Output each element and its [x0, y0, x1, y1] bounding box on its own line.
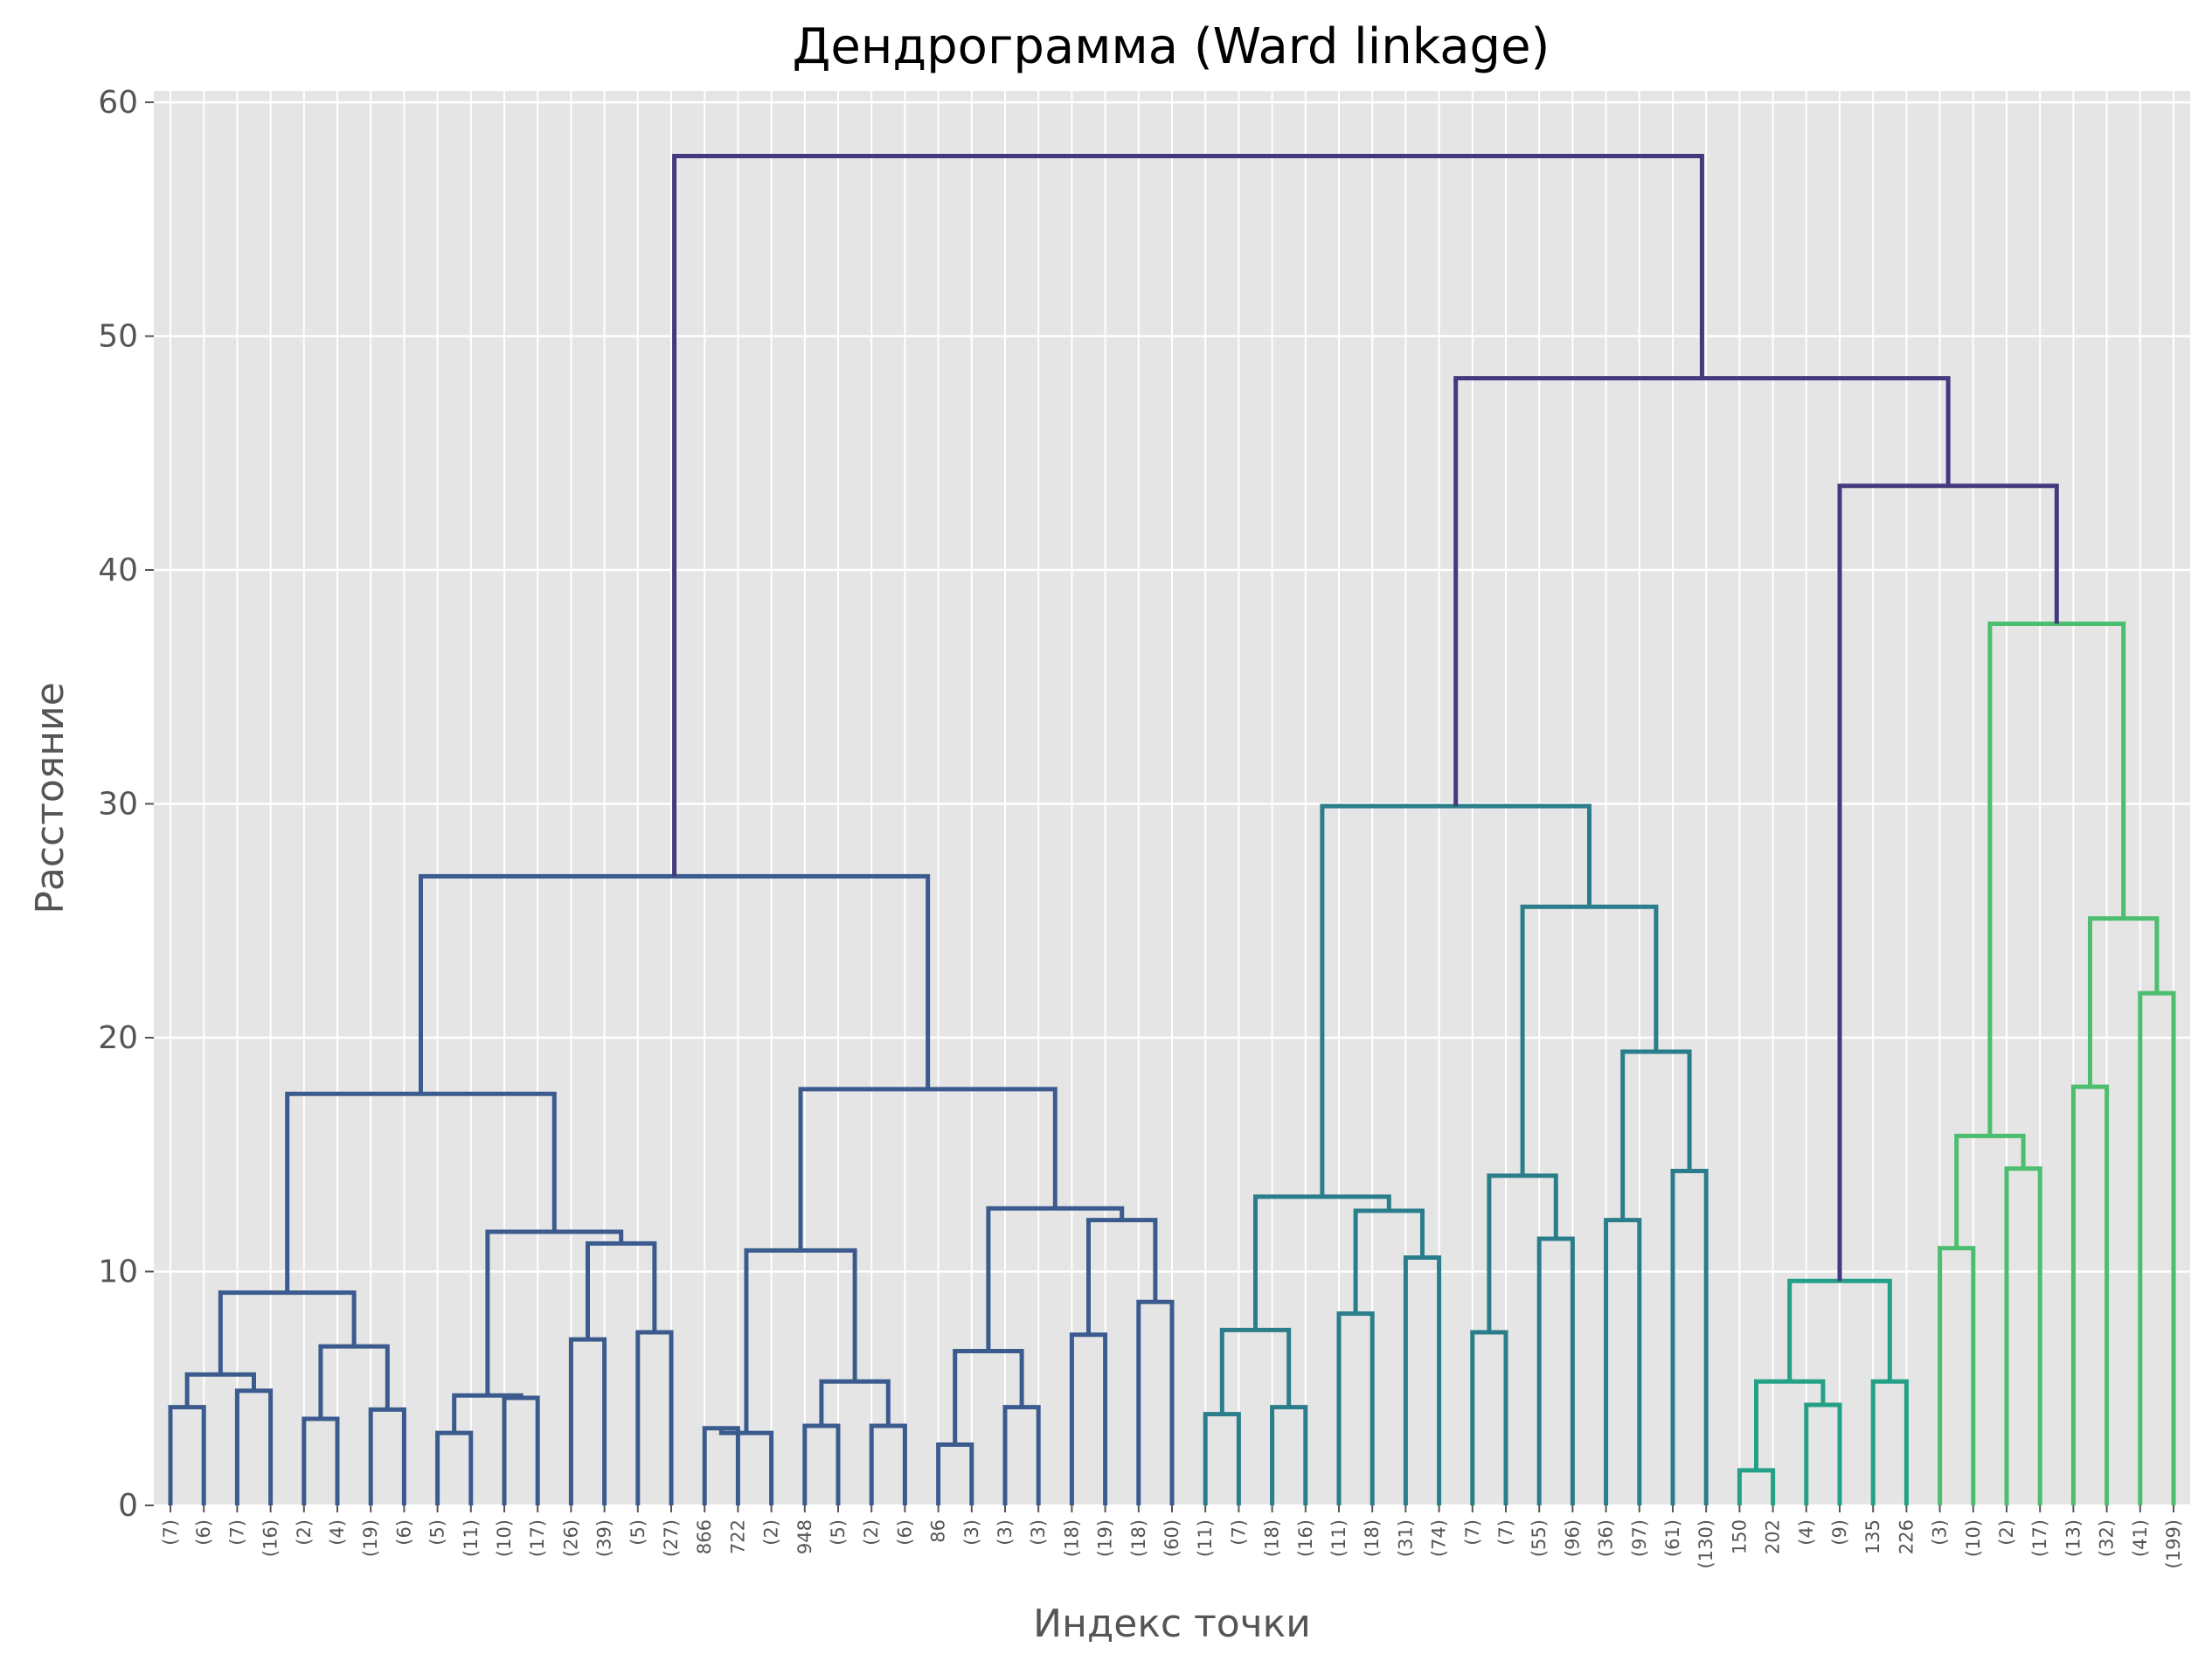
dendrogram-link: [1203, 1412, 1241, 1505]
x-tick-label: (61): [1662, 1519, 1683, 1557]
x-tick-label: (17): [527, 1519, 548, 1557]
x-tick-label: (17): [2029, 1519, 2050, 1557]
x-tick-label: (2): [761, 1519, 782, 1546]
x-tick-label: 150: [1729, 1519, 1750, 1554]
y-tick-label: 20: [98, 1020, 138, 1056]
x-tick-label: 948: [794, 1519, 815, 1554]
x-tick-label: (16): [260, 1519, 281, 1557]
x-tick-label: (3): [1930, 1519, 1951, 1546]
x-tick-label: (36): [1596, 1519, 1617, 1557]
dendrogram-link: [452, 1393, 524, 1434]
x-tick-label: (6): [393, 1519, 414, 1546]
x-tick-label: (13): [2063, 1519, 2084, 1557]
x-tick-label: (74): [1429, 1519, 1450, 1557]
x-tick-label: (7): [226, 1519, 247, 1546]
x-tick-label: (130): [1695, 1519, 1716, 1568]
dendrogram-links: [168, 154, 2176, 1505]
dendrogram-link: [2138, 990, 2176, 1505]
x-tick-label: (18): [1362, 1519, 1383, 1557]
x-tick-label: (6): [193, 1519, 214, 1546]
x-axis-label: Индекс точки: [1033, 1602, 1311, 1646]
x-tick-label: 722: [727, 1519, 748, 1554]
y-tick-label: 10: [98, 1254, 138, 1290]
x-tick-label: (97): [1629, 1519, 1650, 1557]
dendrogram-link: [302, 1416, 340, 1505]
dendrogram-link: [1219, 1327, 1292, 1414]
x-tick-label: (5): [828, 1519, 849, 1546]
x-tick-label: 86: [928, 1519, 949, 1543]
dendrogram-link: [1737, 1468, 1776, 1505]
x-tick-label: 866: [694, 1519, 715, 1554]
x-tick-label: (11): [461, 1519, 482, 1557]
y-tick-label: 40: [98, 553, 138, 588]
x-tick-label: (31): [1395, 1519, 1416, 1557]
x-tick-label: (10): [1963, 1519, 1984, 1557]
x-tick-label: (2): [1996, 1519, 2017, 1546]
chart-title: Дендрограмма (Ward linkage): [793, 18, 1550, 75]
x-tick-label: (199): [2163, 1519, 2184, 1568]
x-axis-ticks: (7) (6) (7) (16) (2) (4) (19) (6) (5) (11) (10) (17…: [160, 1505, 2184, 1568]
y-tick-label: 50: [98, 319, 138, 355]
dendrogram-link: [234, 1388, 274, 1505]
x-tick-label: (18): [1061, 1519, 1082, 1557]
chart-title-layer: Дендрограмма (Ward linkage): [793, 18, 1550, 75]
x-tick-label: (10): [494, 1519, 515, 1557]
dendrogram-link: [744, 1248, 857, 1434]
x-tick-label: (11): [1328, 1519, 1349, 1557]
x-tick-label: (7): [160, 1519, 181, 1546]
x-tick-label: (3): [961, 1519, 982, 1546]
dendrogram-link: [672, 154, 1704, 877]
x-tick-label: 202: [1763, 1519, 1784, 1554]
x-tick-label: (19): [360, 1519, 381, 1557]
x-tick-label: (41): [2130, 1519, 2151, 1557]
x-tick-label: (7): [1462, 1519, 1483, 1546]
x-tick-label: (55): [1529, 1519, 1550, 1557]
x-tick-label: (7): [1228, 1519, 1249, 1546]
x-tick-label: (39): [594, 1519, 615, 1557]
x-tick-label: (3): [995, 1519, 1016, 1546]
x-tick-label: (27): [661, 1519, 682, 1557]
x-tick-label: (6): [894, 1519, 915, 1546]
x-tick-label: (26): [560, 1519, 581, 1557]
dendrogram-link: [1136, 1299, 1175, 1505]
x-tick-label: (2): [294, 1519, 315, 1546]
x-tick-label: (60): [1161, 1519, 1182, 1557]
x-tick-label: (7): [1495, 1519, 1516, 1546]
x-tick-label: (96): [1562, 1519, 1583, 1557]
x-tick-label: (5): [427, 1519, 448, 1546]
x-tick-label: (4): [327, 1519, 348, 1546]
y-axis-ticks: 0 10 20 30 40 50 60: [98, 85, 154, 1524]
x-tick-label: (4): [1796, 1519, 1817, 1546]
dendrogram-link: [702, 1426, 740, 1505]
x-tick-label: (16): [1295, 1519, 1316, 1557]
dendrogram-link: [2070, 1084, 2110, 1505]
dendrogram-link: [485, 1229, 624, 1396]
x-tick-label: (19): [1095, 1519, 1116, 1557]
grid-layer: [154, 91, 2190, 1507]
y-tick-label: 30: [98, 787, 138, 823]
x-tick-label: (32): [2097, 1519, 2118, 1557]
x-tick-label: 226: [1896, 1519, 1917, 1554]
y-tick-label: 60: [98, 85, 138, 121]
x-tick-label: (5): [628, 1519, 648, 1546]
y-tick-label: 0: [118, 1488, 138, 1524]
dendrogram-link: [986, 1206, 1125, 1352]
x-tick-label: (18): [1262, 1519, 1283, 1557]
x-tick-label: (3): [1028, 1519, 1049, 1546]
x-tick-label: (11): [1195, 1519, 1216, 1557]
x-tick-label: (9): [1829, 1519, 1850, 1546]
x-tick-label: (2): [861, 1519, 882, 1546]
x-tick-label: (18): [1128, 1519, 1149, 1557]
x-tick-label: 135: [1862, 1519, 1883, 1554]
y-axis-label: Расстояние: [28, 682, 73, 914]
